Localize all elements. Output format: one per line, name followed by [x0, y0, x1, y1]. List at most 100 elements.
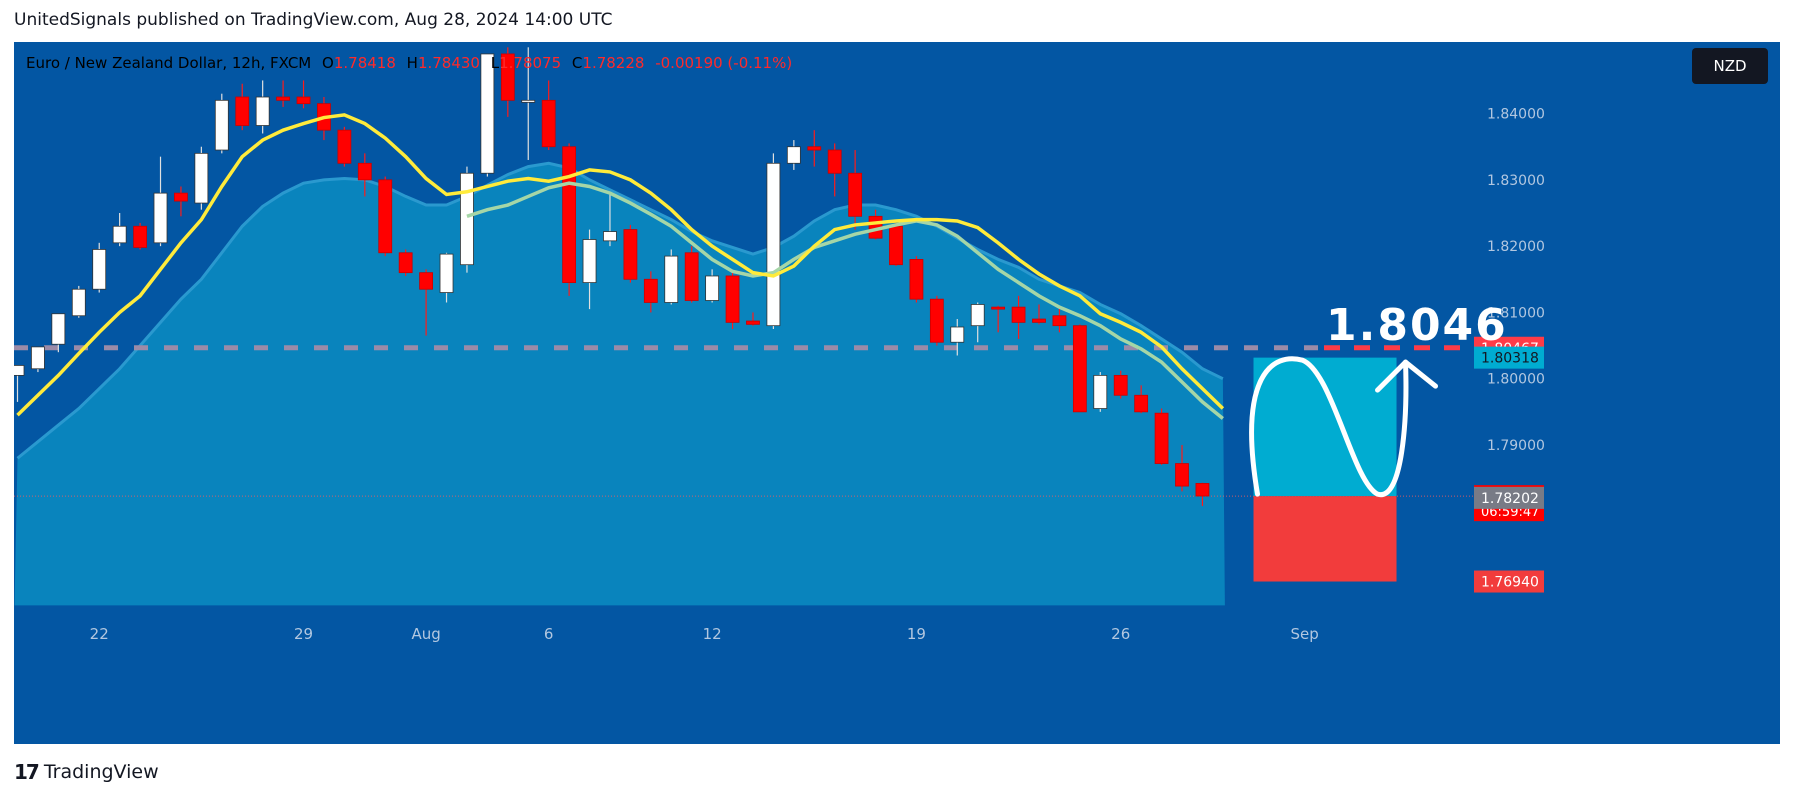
candle-body	[1195, 483, 1210, 497]
candle	[276, 80, 290, 107]
candle	[746, 312, 760, 326]
candle	[623, 224, 638, 283]
candle-body	[1154, 412, 1169, 464]
candle	[460, 166, 474, 273]
candle	[684, 246, 699, 303]
candle-body	[174, 192, 188, 202]
candle-body	[725, 275, 740, 323]
time-axis-background	[14, 614, 1474, 650]
chart-frame[interactable]: 1.84000 1.83000 1.82000 1.81000 1.80000 1.790…	[14, 42, 1780, 744]
price-badge: 1.78202	[1474, 486, 1544, 509]
candle-body	[357, 162, 372, 181]
candle-body	[194, 152, 209, 204]
symbol-legend[interactable]: Euro / New Zealand Dollar, 12h, FXCM O1.…	[26, 54, 792, 72]
open-value: 1.78418	[333, 54, 396, 72]
candle	[31, 346, 45, 373]
candle	[725, 272, 740, 329]
candle	[664, 249, 679, 305]
candle	[909, 256, 924, 303]
low-label: L	[490, 54, 500, 72]
time-axis: 22 29 Aug 6 12 19 26 Sep	[14, 614, 1474, 650]
currency-badge[interactable]: NZD	[1692, 48, 1768, 84]
candle-body	[521, 99, 536, 103]
price-tick-label: 1.82000	[1487, 239, 1545, 255]
candle	[705, 269, 720, 303]
candle-body	[991, 306, 1006, 310]
candle-body	[827, 149, 842, 174]
candle-body	[664, 255, 679, 303]
candle-body	[929, 298, 944, 343]
candle	[541, 80, 556, 151]
symbol-name[interactable]: Euro / New Zealand Dollar, 12h, FXCM	[26, 54, 312, 72]
price-badge-bg	[1474, 486, 1544, 509]
candle	[378, 176, 393, 257]
loss-zone	[1253, 496, 1397, 582]
candle-body	[14, 365, 25, 376]
high-value: 1.78430	[417, 54, 480, 72]
candle	[1195, 482, 1210, 506]
candle	[235, 83, 250, 131]
candle	[357, 153, 372, 197]
candle	[1072, 324, 1087, 413]
price-badge-bg	[1474, 570, 1544, 593]
candle-body	[1175, 463, 1189, 487]
candle	[1175, 444, 1189, 492]
candle-body	[153, 192, 168, 244]
candle	[133, 222, 147, 250]
candle-body	[296, 96, 311, 105]
price-badge: 1.76940	[1474, 570, 1544, 593]
candle-body	[112, 225, 127, 244]
candle-body	[398, 252, 413, 274]
high-label: H	[406, 54, 418, 72]
candle-body	[786, 146, 801, 164]
price-tick-label: 1.80000	[1487, 372, 1545, 388]
candle	[1093, 372, 1108, 412]
candle	[439, 252, 454, 303]
arrow-up-icon	[1375, 359, 1439, 393]
price-axis: 1.84000 1.83000 1.82000 1.81000 1.80000 1.790…	[1474, 42, 1780, 744]
candle	[1113, 370, 1128, 399]
candle-body	[71, 288, 86, 317]
candle	[521, 47, 536, 160]
price-badge-text: 1.76940	[1481, 575, 1539, 591]
candle	[603, 193, 617, 247]
candle-body	[705, 275, 720, 301]
candle-body	[1113, 374, 1128, 396]
candle-body	[970, 304, 985, 327]
ema-slow-line	[466, 181, 1224, 420]
candle-body	[1052, 315, 1067, 327]
tradingview-logo[interactable]: 17 TradingView	[14, 760, 159, 784]
candle	[480, 53, 495, 177]
candle	[562, 143, 577, 296]
candle	[14, 365, 25, 402]
candle-body	[603, 231, 617, 242]
candle-body	[950, 326, 965, 343]
candle-body	[92, 249, 107, 290]
price-badge-bg	[1474, 346, 1544, 369]
candle-body	[623, 229, 638, 280]
published-info: UnitedSignals published on TradingView.c…	[14, 10, 613, 30]
candle-body	[235, 96, 250, 126]
candle-body	[909, 258, 924, 300]
candle	[255, 80, 270, 134]
cloud-edge	[16, 161, 1224, 460]
price-tick-label: 1.83000	[1487, 173, 1545, 189]
candle-body	[439, 253, 454, 293]
time-tick-label: 26	[1111, 625, 1130, 643]
profit-zone	[1253, 357, 1397, 497]
candle	[848, 150, 863, 230]
candle-body	[1134, 394, 1149, 413]
target-price-label: 1.8046	[1326, 300, 1508, 351]
time-tick-label: 19	[907, 625, 926, 643]
candle-body	[500, 53, 515, 101]
price-badge-text: 1.80318	[1481, 351, 1539, 367]
candle-body	[480, 53, 495, 174]
candle-body	[1072, 325, 1087, 413]
price-chart[interactable]: 1.84000 1.83000 1.82000 1.81000 1.80000 1.790…	[14, 42, 1780, 744]
open-label: O	[322, 54, 334, 72]
close-label: C	[571, 54, 583, 72]
ema-lines-group	[16, 113, 1225, 420]
price-axis-background	[1474, 42, 1780, 744]
candle-body	[807, 146, 822, 151]
candle-body	[889, 225, 903, 266]
